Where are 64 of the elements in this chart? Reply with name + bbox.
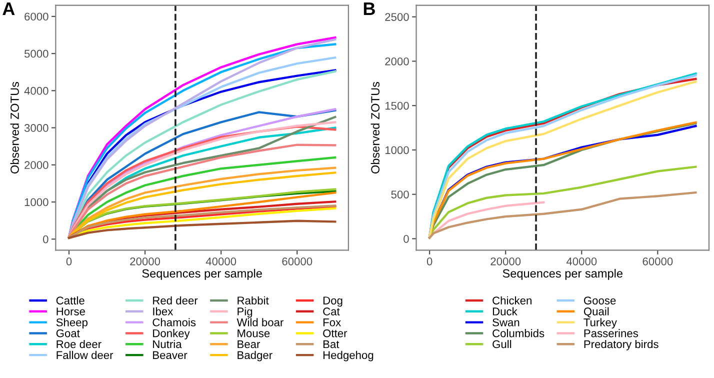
legend-label: Predatory birds — [584, 340, 658, 350]
legend-label: Chicken — [492, 296, 532, 304]
y-tick-label: 1000 — [24, 198, 48, 206]
y-tick-label: 1000 — [385, 146, 409, 154]
legend-label: Goose — [584, 296, 616, 304]
x-tick-label: 0 — [66, 257, 72, 266]
legend-label: Roe deer — [56, 340, 102, 348]
legend-label: Nutria — [153, 340, 182, 348]
legend-label: Fox — [323, 318, 341, 326]
y-axis-title: Observed ZOTUs — [370, 82, 380, 174]
legend-label: Turkey — [584, 318, 617, 329]
legend-label: Cat — [323, 308, 340, 316]
line-series — [68, 220, 336, 240]
legend-label: Gull — [492, 340, 512, 348]
legend-label: Fallow deer — [56, 350, 114, 360]
y-tick-label: 2000 — [24, 161, 48, 170]
legend-label: Bat — [323, 340, 340, 348]
legend-label: Beaver — [153, 351, 188, 360]
legend-label: Horse — [56, 308, 85, 316]
legend-label: Otter — [323, 329, 348, 338]
x-tick-label: 20000 — [490, 257, 521, 266]
legend-label: Rabbit — [238, 296, 269, 304]
legend-label: Passerines — [584, 329, 638, 338]
y-tick-label: 4000 — [24, 86, 48, 95]
legend-label: Bear — [238, 340, 260, 348]
legend-label: Columbids — [492, 329, 544, 338]
legend-label: Dog — [323, 296, 342, 307]
legend-label: Goat — [56, 329, 80, 338]
legend-label: Chamois — [152, 318, 196, 326]
y-tick-label: 0 — [43, 235, 48, 244]
y-tick-label: 6000 — [24, 12, 48, 21]
chart-title: B — [364, 2, 375, 15]
y-tick-label: 3000 — [24, 124, 48, 132]
legend-label: Red deer — [153, 296, 198, 304]
x-tick-label: 60000 — [642, 257, 673, 266]
legend-label: Quail — [584, 307, 609, 318]
line-series — [428, 191, 697, 239]
legend-label: Cattle — [56, 296, 84, 304]
legend-label: Duck — [492, 307, 518, 316]
x-axis-title: Sequences per sample — [502, 268, 622, 280]
x-axis-title: Sequences per sample — [142, 268, 262, 280]
line-series — [428, 166, 697, 239]
x-tick-label: 60000 — [282, 257, 312, 266]
legend-label: Ibex — [153, 307, 174, 316]
y-tick-label: 1500 — [385, 102, 409, 110]
legend-label: Swan — [492, 318, 520, 326]
chart-title: A — [2, 2, 15, 15]
x-tick-label: 0 — [426, 257, 432, 266]
x-tick-label: 40000 — [566, 257, 597, 266]
legend-label: Mouse — [238, 329, 270, 338]
legend-label: Donkey — [153, 329, 190, 340]
legend-label: Hedgehog — [323, 350, 374, 362]
legend-label: Badger — [238, 350, 272, 362]
x-tick-label: 40000 — [206, 257, 236, 266]
y-tick-label: 0 — [404, 234, 409, 243]
legend-label: Pig — [238, 307, 252, 318]
legend-label: Wild boar — [236, 318, 284, 326]
y-tick-label: 2000 — [385, 57, 409, 66]
y-tick-label: 500 — [391, 190, 409, 198]
y-tick-label: 5000 — [24, 50, 48, 58]
legend-label: Sheep — [56, 318, 88, 329]
y-axis-title: Observed ZOTUs — [10, 82, 19, 174]
y-tick-label: 2500 — [385, 13, 409, 21]
x-tick-label: 20000 — [130, 257, 160, 266]
